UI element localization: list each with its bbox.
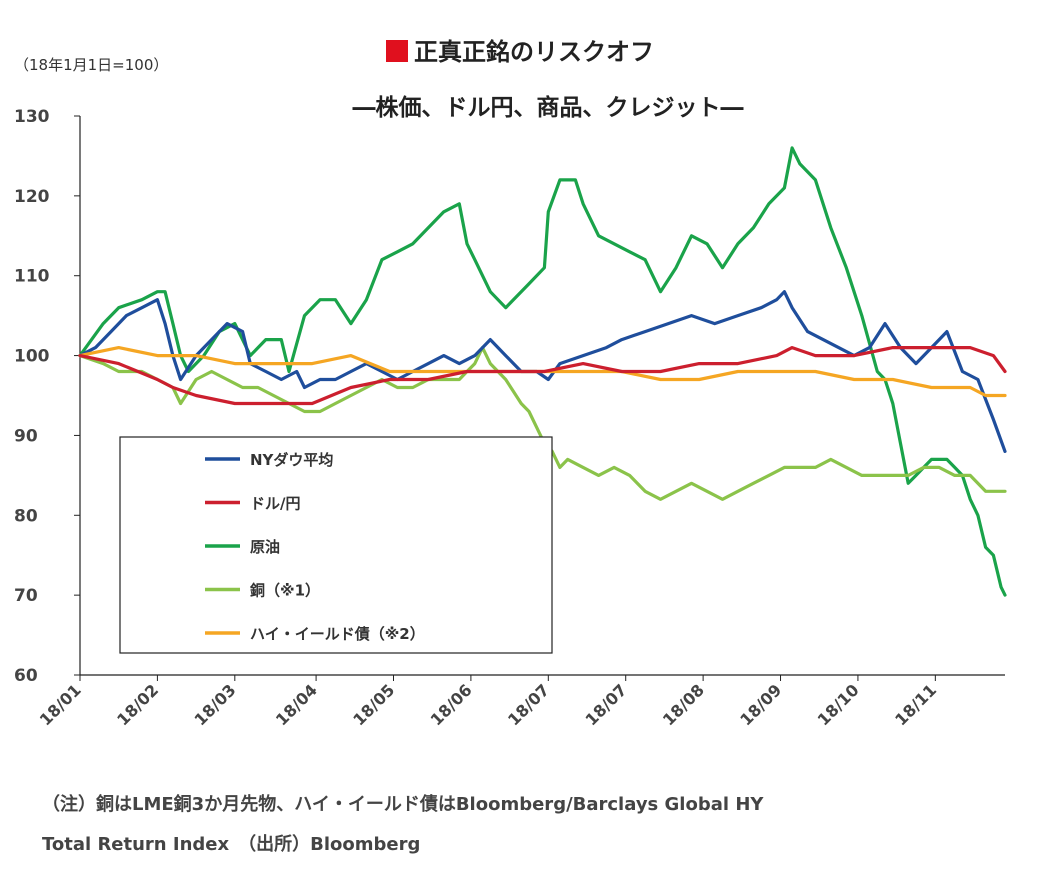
x-tick-label: 18/01	[36, 680, 85, 729]
x-tick-label: 18/08	[659, 680, 708, 729]
x-tick-label: 18/11	[891, 680, 940, 729]
unit-label: （18年1月1日=100）	[14, 56, 168, 74]
y-tick-label: 110	[14, 267, 50, 287]
chart-subtitle: ―株価、ドル円、商品、クレジット―	[353, 94, 744, 121]
y-tick-label: 80	[14, 506, 38, 526]
series-line-5	[78, 346, 1007, 398]
legend-label: ドル/円	[250, 495, 300, 513]
y-tick-label: 90	[14, 426, 38, 446]
x-tick-label: 18/04	[272, 680, 321, 729]
footnote-line-2: Total Return Index （出所）Bloomberg	[42, 834, 421, 855]
legend-label: NYダウ平均	[250, 451, 333, 469]
chart-title: 正真正銘のリスクオフ	[414, 38, 654, 66]
x-tick-label: 18/10	[814, 680, 863, 729]
series-line-4	[78, 346, 1007, 501]
y-tick-label: 120	[14, 187, 50, 207]
x-tick-label: 18/02	[113, 680, 162, 729]
x-tick-label: 18/06	[427, 680, 476, 729]
footnote-line-1: （注）銅はLME銅3か月先物、ハイ・イールド債はBloomberg/Barcla…	[42, 794, 764, 815]
title-marker	[386, 40, 408, 62]
legend-label: 銅（※1）	[250, 582, 320, 600]
x-tick-label: 18/09	[736, 680, 785, 729]
legend-label: 原油	[250, 538, 280, 556]
x-tick-label: 18/05	[349, 680, 398, 729]
legend-label: ハイ・イールド債（※2）	[250, 625, 425, 643]
y-tick-label: 100	[14, 347, 50, 367]
legend-box	[119, 436, 553, 654]
series-layer	[78, 146, 1007, 597]
y-tick-label: 70	[14, 586, 38, 606]
y-tick-label: 130	[14, 107, 50, 127]
x-tick-label: 18/07	[504, 680, 553, 729]
y-tick-label: 60	[14, 666, 38, 686]
series-line-3	[78, 146, 1007, 597]
series-line-2	[78, 346, 1007, 406]
x-tick-label: 18/07	[581, 680, 630, 729]
x-tick-label: 18/03	[191, 680, 240, 729]
